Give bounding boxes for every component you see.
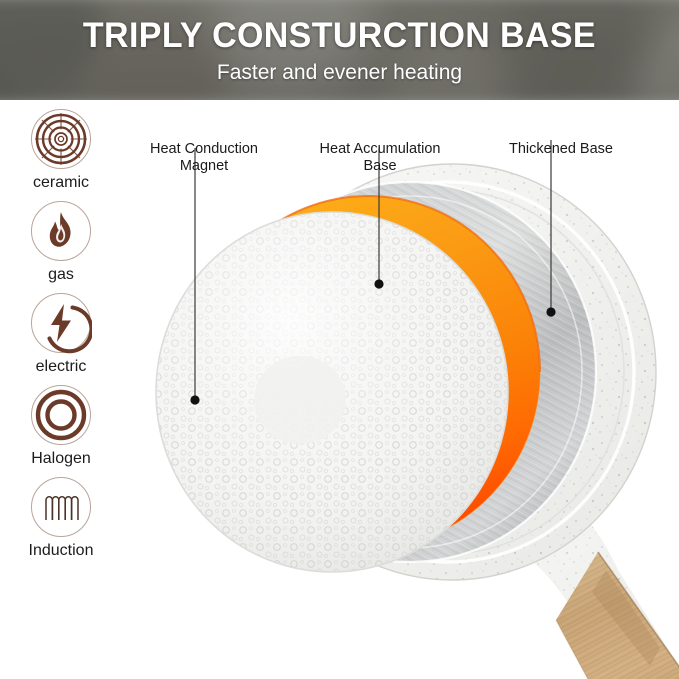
leader-dot-magnet xyxy=(190,395,200,405)
halogen-ring-icon xyxy=(31,385,91,445)
magnet-disc-layer xyxy=(155,211,509,573)
induction-coil-icon xyxy=(31,477,91,537)
header-subtitle: Faster and evener heating xyxy=(216,60,463,84)
stove-item-halogen: Halogen xyxy=(0,384,122,467)
stove-label-induction: Induction xyxy=(28,542,94,559)
callout-heat-accumulation-base: Heat Accumulation Base xyxy=(296,123,464,176)
callout-label: Thickened Base xyxy=(509,140,613,157)
stove-label-electric: electric xyxy=(35,358,87,375)
ceramic-hob-icon xyxy=(31,109,91,169)
stove-label-halogen: Halogen xyxy=(31,450,91,467)
stove-item-ceramic: ceramic xyxy=(0,108,122,191)
header-banner: TRIPLY CONSTURCTION BASE Faster and even… xyxy=(0,0,679,100)
header-text-group: TRIPLY CONSTURCTION BASE Faster and even… xyxy=(0,0,679,100)
wooden-handle xyxy=(555,551,679,679)
stove-label-ceramic: ceramic xyxy=(32,174,89,191)
leader-dot-accumulation xyxy=(374,279,384,289)
callout-thickened-base: Thickened Base xyxy=(478,123,644,158)
electric-bolt-icon xyxy=(31,293,92,354)
callout-label: Heat Conduction Magnet xyxy=(149,140,258,175)
leader-dot-thickened xyxy=(546,307,556,317)
stove-item-induction: Induction xyxy=(0,476,122,559)
header-title: TRIPLY CONSTURCTION BASE xyxy=(83,15,596,55)
callout-leader-lines xyxy=(190,140,556,405)
product-illustration xyxy=(155,140,679,679)
callout-label: Heat Accumulation Base xyxy=(319,140,441,175)
gas-flame-icon xyxy=(31,201,91,261)
header-overlay xyxy=(0,0,679,100)
stove-item-gas: gas xyxy=(0,200,122,283)
stove-item-electric: electric xyxy=(0,292,122,375)
callout-heat-conduction-magnet: Heat Conduction Magnet xyxy=(118,123,290,176)
stove-label-gas: gas xyxy=(48,266,74,283)
stove-compatibility-list: ceramic gas electric xyxy=(0,108,122,568)
magnet-disc-center xyxy=(254,356,346,444)
kitchen-background-image xyxy=(0,0,679,100)
